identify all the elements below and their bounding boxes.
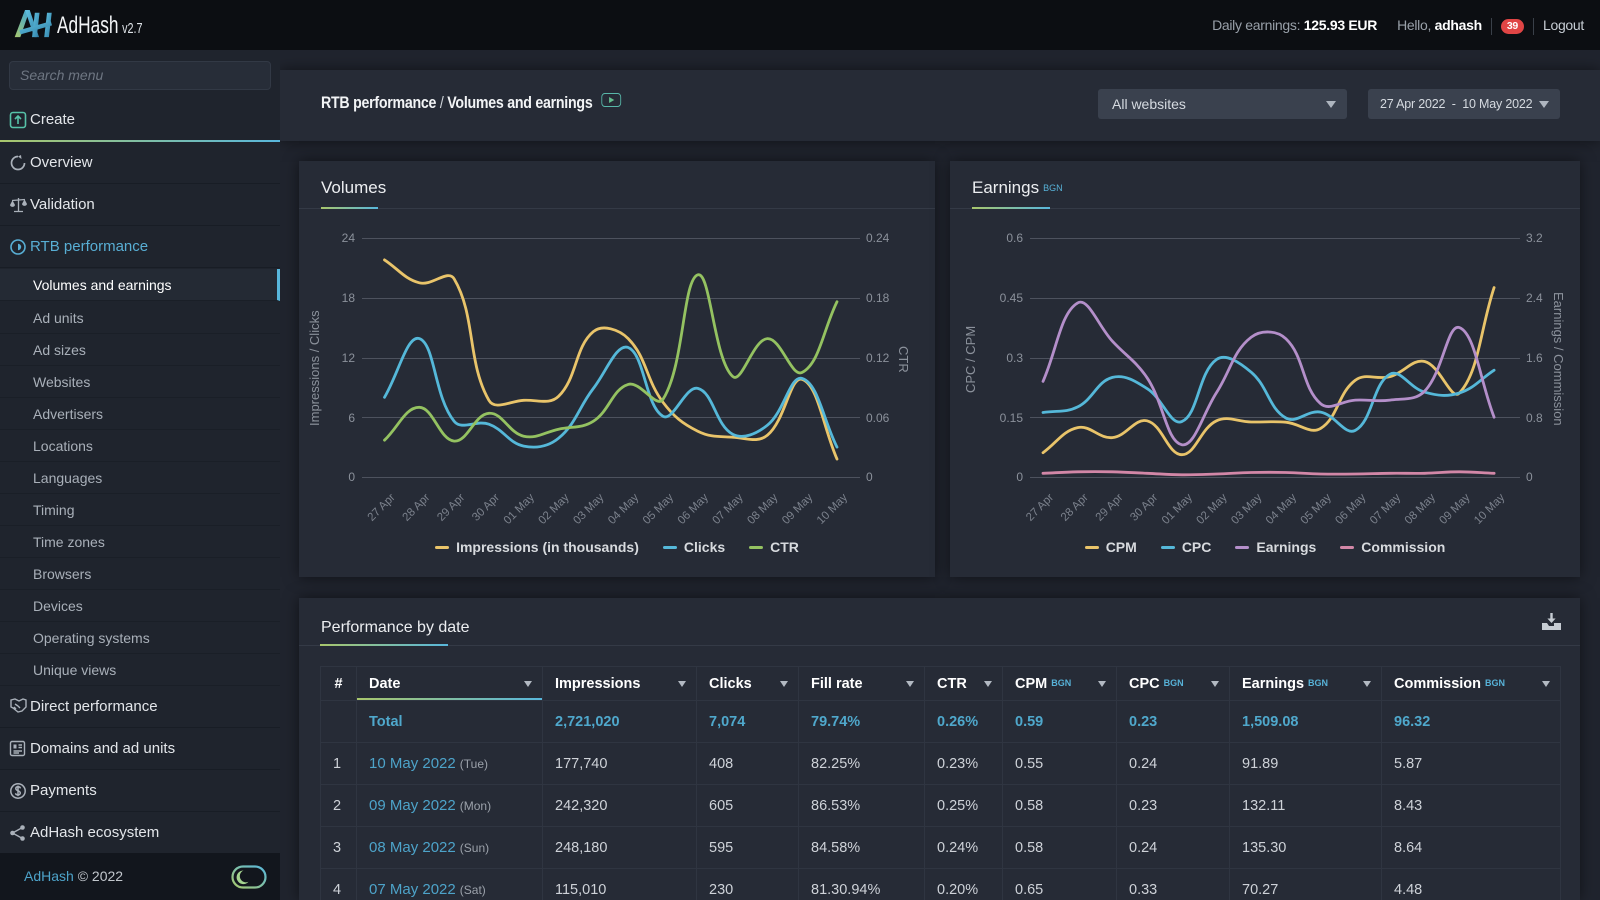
svg-text:09 May: 09 May	[1437, 492, 1472, 527]
svg-text:CTR: CTR	[896, 346, 911, 373]
svg-text:28 Apr: 28 Apr	[400, 492, 432, 524]
svg-text:Impressions / Clicks: Impressions / Clicks	[307, 310, 322, 426]
svg-text:0.3: 0.3	[1006, 351, 1023, 365]
svg-text:06 May: 06 May	[676, 492, 711, 527]
svg-text:0.6: 0.6	[1006, 231, 1023, 245]
svg-text:02 May: 02 May	[537, 492, 572, 527]
svg-text:29 Apr: 29 Apr	[1094, 492, 1126, 524]
svg-text:Earnings / Commission: Earnings / Commission	[1551, 292, 1566, 426]
svg-text:10 May: 10 May	[1472, 492, 1507, 527]
svg-text:30 Apr: 30 Apr	[470, 492, 502, 524]
svg-text:24: 24	[342, 231, 356, 245]
svg-text:6: 6	[348, 411, 355, 425]
svg-text:0.15: 0.15	[1000, 411, 1024, 425]
svg-text:0: 0	[1016, 470, 1023, 484]
svg-text:30 Apr: 30 Apr	[1128, 492, 1160, 524]
svg-text:0.8: 0.8	[1526, 411, 1543, 425]
svg-text:01 May: 01 May	[502, 492, 537, 527]
svg-text:05 May: 05 May	[641, 492, 676, 527]
svg-text:01 May: 01 May	[1160, 492, 1195, 527]
svg-text:12: 12	[342, 351, 356, 365]
svg-text:0.12: 0.12	[866, 351, 890, 365]
svg-text:1.6: 1.6	[1526, 351, 1543, 365]
svg-text:28 Apr: 28 Apr	[1059, 492, 1091, 524]
svg-text:10 May: 10 May	[815, 492, 850, 527]
svg-text:05 May: 05 May	[1299, 492, 1334, 527]
svg-text:0.18: 0.18	[866, 291, 890, 305]
svg-text:04 May: 04 May	[606, 492, 641, 527]
svg-text:08 May: 08 May	[745, 492, 780, 527]
svg-text:06 May: 06 May	[1333, 492, 1368, 527]
svg-text:0: 0	[866, 470, 873, 484]
svg-text:09 May: 09 May	[780, 492, 815, 527]
svg-text:29 Apr: 29 Apr	[435, 492, 467, 524]
svg-text:2.4: 2.4	[1526, 291, 1543, 305]
svg-text:04 May: 04 May	[1264, 492, 1299, 527]
svg-text:3.2: 3.2	[1526, 231, 1543, 245]
svg-text:CPC / CPM: CPC / CPM	[963, 326, 978, 393]
svg-text:0.24: 0.24	[866, 231, 890, 245]
svg-text:27 Apr: 27 Apr	[366, 492, 398, 524]
svg-text:0: 0	[1526, 470, 1533, 484]
svg-text:08 May: 08 May	[1403, 492, 1438, 527]
svg-text:0.06: 0.06	[866, 411, 890, 425]
svg-text:0: 0	[348, 470, 355, 484]
svg-text:07 May: 07 May	[1368, 492, 1403, 527]
svg-text:03 May: 03 May	[1229, 492, 1264, 527]
svg-text:18: 18	[342, 291, 356, 305]
svg-text:02 May: 02 May	[1195, 492, 1230, 527]
svg-text:27 Apr: 27 Apr	[1024, 492, 1056, 524]
svg-text:07 May: 07 May	[711, 492, 746, 527]
svg-text:03 May: 03 May	[571, 492, 606, 527]
svg-text:0.45: 0.45	[1000, 291, 1024, 305]
